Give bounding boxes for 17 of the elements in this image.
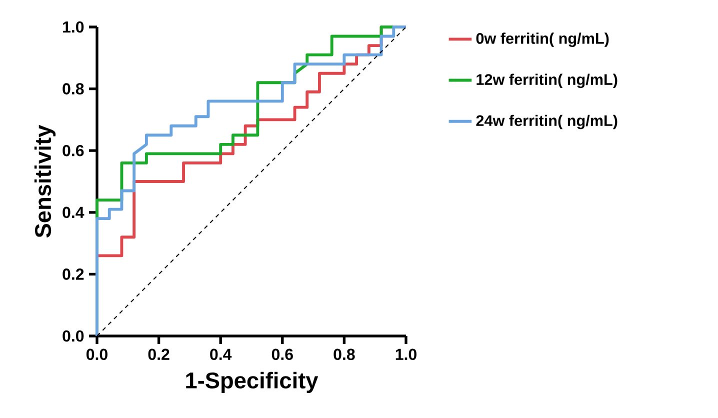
- y-tick-label: 1.0: [63, 21, 84, 33]
- y-tick-label: 0.2: [62, 268, 84, 280]
- x-tick-label: 0.2: [148, 348, 170, 360]
- legend-label: 0w ferritin( ng/mL): [476, 32, 609, 47]
- y-tick-label: 0.4: [62, 206, 84, 218]
- y-tick-label: 0.8: [62, 83, 84, 94]
- x-tick-label: 0.0: [86, 348, 108, 360]
- x-tick-label: 0.6: [272, 348, 293, 360]
- x-tick-label: 0.8: [334, 348, 355, 360]
- x-tick-label: 0.4: [210, 348, 232, 360]
- legend-label: 24w ferritin( ng/mL): [476, 114, 618, 130]
- y-tick-label: 0.6: [62, 144, 84, 156]
- x-axis-title: 1-Specificity: [186, 372, 318, 393]
- y-axis-title: Sensitivity: [34, 124, 56, 238]
- legend-label: 12w ferritin( ng/mL): [476, 74, 618, 88]
- y-tick-label: 0.0: [62, 330, 84, 342]
- x-tick-label: 1.0: [396, 348, 416, 360]
